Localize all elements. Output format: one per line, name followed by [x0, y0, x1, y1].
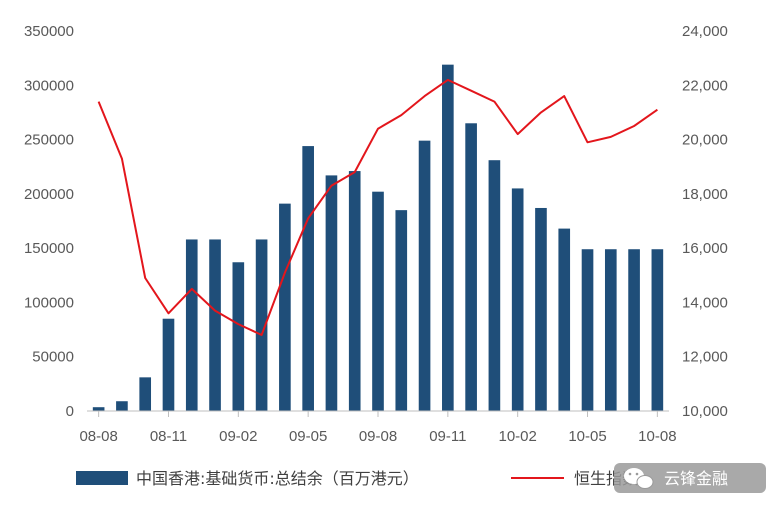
- bar: [116, 401, 128, 411]
- left-axis-tick-label: 150000: [24, 240, 74, 257]
- bar: [302, 146, 314, 412]
- bar: [162, 318, 175, 411]
- x-axis-tick-label: 09-02: [219, 428, 257, 445]
- left-axis-tick-label: 250000: [24, 132, 74, 149]
- bar: [325, 175, 338, 411]
- legend: 中国香港:基础货币:总结余（百万港元） 恒生指数: [76, 469, 638, 488]
- bar: [209, 239, 221, 411]
- bar: [255, 239, 268, 411]
- x-axis-ticks: [98, 411, 658, 417]
- legend-bar-swatch: [76, 471, 128, 485]
- bars: [92, 64, 664, 412]
- right-axis-labels: 10,000 12,000 14,000 16,000 18,000 20,000 22,0…: [682, 23, 728, 420]
- left-axis-tick-label: 200000: [24, 186, 74, 203]
- x-axis-tick-label: 09-05: [289, 428, 327, 445]
- left-axis-labels: 0 50000 100000 150000 200000 250000 300000 3500…: [24, 23, 74, 420]
- bar: [279, 203, 291, 411]
- x-axis-tick-label: 10-05: [568, 428, 606, 445]
- bar: [185, 239, 198, 411]
- x-axis-tick-label: 09-11: [429, 428, 466, 445]
- bar: [232, 262, 245, 411]
- watermark-text: 云锋金融: [664, 469, 728, 488]
- bar: [604, 249, 617, 411]
- bar: [581, 249, 594, 411]
- left-axis-tick-label: 300000: [24, 77, 74, 94]
- bar: [395, 210, 408, 411]
- left-axis-tick-label: 0: [66, 403, 74, 420]
- bar: [442, 64, 454, 412]
- legend-bar-label: 中国香港:基础货币:总结余（百万港元）: [136, 469, 419, 488]
- right-axis-tick-label: 18,000: [682, 186, 728, 203]
- left-axis-tick-label: 100000: [24, 294, 74, 311]
- bar: [558, 228, 571, 411]
- right-axis-tick-label: 10,000: [682, 403, 728, 420]
- wechat-icon: [624, 468, 654, 489]
- right-axis-tick-label: 20,000: [682, 132, 728, 149]
- bar: [348, 171, 361, 411]
- bar: [488, 160, 501, 411]
- right-axis-tick-label: 14,000: [682, 294, 728, 311]
- bar: [139, 377, 152, 411]
- bar: [628, 249, 640, 411]
- hang-seng-index-line: [97, 78, 658, 336]
- right-axis-tick-label: 16,000: [682, 240, 728, 257]
- watermark-logo: 云锋金融: [614, 463, 766, 493]
- x-axis-tick-label: 08-11: [150, 428, 187, 445]
- x-axis-tick-label: 08-08: [79, 428, 117, 445]
- x-axis-tick-label: 10-02: [498, 428, 536, 445]
- bar: [92, 407, 105, 411]
- x-axis-tick-label: 09-08: [359, 428, 397, 445]
- bar: [651, 249, 664, 411]
- bar: [465, 123, 477, 412]
- bar: [418, 140, 431, 411]
- bar: [511, 188, 524, 411]
- left-axis-tick-label: 50000: [32, 349, 74, 366]
- left-axis-tick-label: 350000: [24, 23, 74, 40]
- x-axis-tick-label: 10-08: [638, 428, 676, 445]
- bar: [535, 207, 547, 411]
- right-axis-tick-label: 24,000: [682, 23, 728, 40]
- right-axis-tick-label: 12,000: [682, 349, 728, 366]
- right-axis-tick-label: 22,000: [682, 77, 728, 94]
- x-axis-labels: 08-08 08-11 09-02 09-05 09-08 09-11 10-02 10-05…: [79, 428, 676, 445]
- bar: [372, 191, 384, 411]
